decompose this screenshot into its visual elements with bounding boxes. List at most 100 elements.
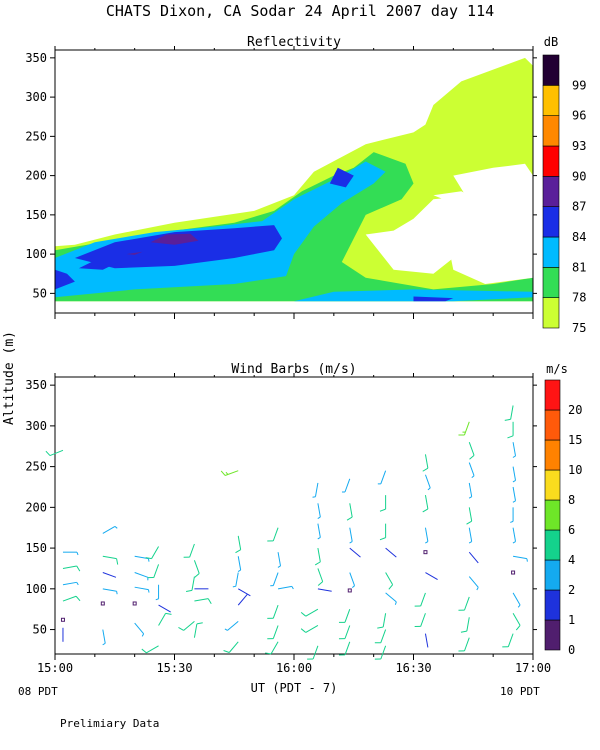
wind-barb-shaft-38 xyxy=(228,641,239,653)
wind-barb-halffeather-96 xyxy=(512,479,516,483)
wind-barb-halffeather-33 xyxy=(237,569,241,572)
wind-barb-feather-83-0 xyxy=(469,454,475,460)
wind-barb-57 xyxy=(349,527,353,544)
wind-barb-halffeather-69 xyxy=(394,601,397,605)
wind-barb-67 xyxy=(385,547,397,558)
wind-barb-shaft-2 xyxy=(62,565,77,569)
wind-barb-shaft-43 xyxy=(272,604,279,619)
wind-colorbar-swatch-1 xyxy=(544,589,561,621)
wind-barb-19 xyxy=(147,564,160,579)
wind-barb-shaft-104 xyxy=(507,633,514,647)
wind-barb-feather-65-0 xyxy=(379,508,386,512)
wind-barb-54 xyxy=(307,645,319,660)
wind-barb-shaft-80 xyxy=(420,613,426,627)
wind-barb-22 xyxy=(158,612,172,626)
wind-barb-shaft-0 xyxy=(49,449,64,457)
contour-87db-10 xyxy=(126,251,143,255)
refl-colorbar-swatch-75 xyxy=(542,297,560,329)
wind-barb-shaft-32 xyxy=(237,535,242,550)
wind-barb-56 xyxy=(346,503,353,521)
wind-barb-61 xyxy=(338,609,351,623)
wind-barb-shaft-46 xyxy=(314,482,319,497)
wind-barb-halffeather-100 xyxy=(526,558,528,562)
wind-barb-feather-8-0 xyxy=(116,558,119,565)
wind-barb-9 xyxy=(102,572,117,578)
wind-barbs-title: Wind Barbs (m/s) xyxy=(231,362,356,377)
wind-barb-shaft-68 xyxy=(385,572,394,585)
left-local-time: 08 PDT xyxy=(18,685,58,698)
wind-barb-feather-94-0 xyxy=(507,435,514,439)
reflectivity-axes: 50 100 150 200 250 300 350 xyxy=(25,46,537,319)
wind-barb-shaft-30 xyxy=(193,623,198,638)
wind-barb-shaft-55 xyxy=(344,478,351,493)
wind-barb-shaft-71 xyxy=(380,629,387,643)
wind-barb-49 xyxy=(314,548,321,566)
refl-colorbar-swatch-99 xyxy=(542,54,560,86)
wind-barb-halffeather-17 xyxy=(141,633,145,637)
wind-barb-shaft-90 xyxy=(464,596,470,611)
wind-barb-feather-50-0 xyxy=(317,581,324,586)
wind-barb-28 xyxy=(194,598,212,605)
wind-barb-feather-4-0 xyxy=(75,595,81,602)
wind-barb-79 xyxy=(414,592,426,607)
x-axis-label: UT (PDT - 7) xyxy=(251,681,338,695)
wind-barb-feather-66-0 xyxy=(379,537,386,541)
wind-barb-95 xyxy=(512,442,517,458)
wind-barb-94 xyxy=(507,421,514,439)
wind-barb-shaft-91 xyxy=(466,617,470,632)
wind-barb-75 xyxy=(422,495,429,513)
wind-barb-90 xyxy=(458,596,470,611)
wind-barb-halffeather-74 xyxy=(427,487,431,491)
wind-barb-39 xyxy=(267,527,279,542)
wind-barb-shaft-85 xyxy=(468,482,473,497)
wind-barb-50 xyxy=(317,568,324,586)
wind-barb-halffeather-99 xyxy=(512,541,516,544)
wind-barb-shaft-22 xyxy=(158,613,166,626)
wind-barb-halffeather-42 xyxy=(291,586,294,590)
wind-barb-34 xyxy=(232,572,239,588)
wind-colorbar-label-10: 10 xyxy=(568,463,582,477)
wind-barb-shaft-10 xyxy=(102,588,117,592)
refl-ytick-label-150: 150 xyxy=(25,208,47,222)
wind-barb-86 xyxy=(466,507,473,525)
wind-barb-shaft-56 xyxy=(349,503,353,518)
wind-barb-shaft-3 xyxy=(62,581,77,586)
wind-barbs xyxy=(45,405,528,660)
wind-barb-shaft-41 xyxy=(272,572,279,586)
wind-barb-25 xyxy=(193,560,200,578)
wind-colorbar-label-0: 0 xyxy=(568,643,575,657)
wind-colorbar: 0 1 2 4 6 8 10 15 20 xyxy=(544,379,582,657)
wind-barb-shaft-57 xyxy=(349,527,353,542)
refl-ytick-label-100: 100 xyxy=(25,247,47,261)
wind-barb-73 xyxy=(422,454,429,472)
wind-barb-feather-22-0 xyxy=(165,612,172,615)
wind-barb-65 xyxy=(379,495,387,512)
wind-barb-shaft-8 xyxy=(102,555,117,560)
wind-barb-76 xyxy=(424,527,429,544)
reflectivity-contours xyxy=(55,57,533,302)
wind-barbs-frame xyxy=(54,376,534,655)
refl-colorbar-label-87: 87 xyxy=(572,200,586,214)
y-axis-label: Altitude (m) xyxy=(2,331,17,425)
wind-barb-29 xyxy=(178,621,195,631)
wind-barb-halffeather-57 xyxy=(349,541,353,544)
wind-barb-15 xyxy=(134,586,150,593)
wind-barb-shaft-39 xyxy=(272,527,279,542)
xtick-label-0: 15:00 xyxy=(37,661,73,675)
wind-ytick-label-100: 100 xyxy=(25,582,47,596)
wind-barb-84 xyxy=(468,462,475,479)
wind-colorbar-unit: m/s xyxy=(546,362,568,376)
wind-barb-feather-26-0 xyxy=(185,589,193,593)
wind-barb-104 xyxy=(502,633,514,648)
reflectivity-colorbar-unit: dB xyxy=(544,35,558,49)
wind-barb-shaft-54 xyxy=(312,645,319,660)
wind-barb-shaft-79 xyxy=(420,592,426,607)
contour-84db-4 xyxy=(74,225,283,269)
wind-barb-85 xyxy=(468,482,473,499)
wind-barb-halffeather-97 xyxy=(512,500,516,503)
refl-colorbar-label-81: 81 xyxy=(572,260,586,274)
wind-barb-24 xyxy=(183,543,195,558)
wind-barb-shaft-18 xyxy=(151,546,159,559)
